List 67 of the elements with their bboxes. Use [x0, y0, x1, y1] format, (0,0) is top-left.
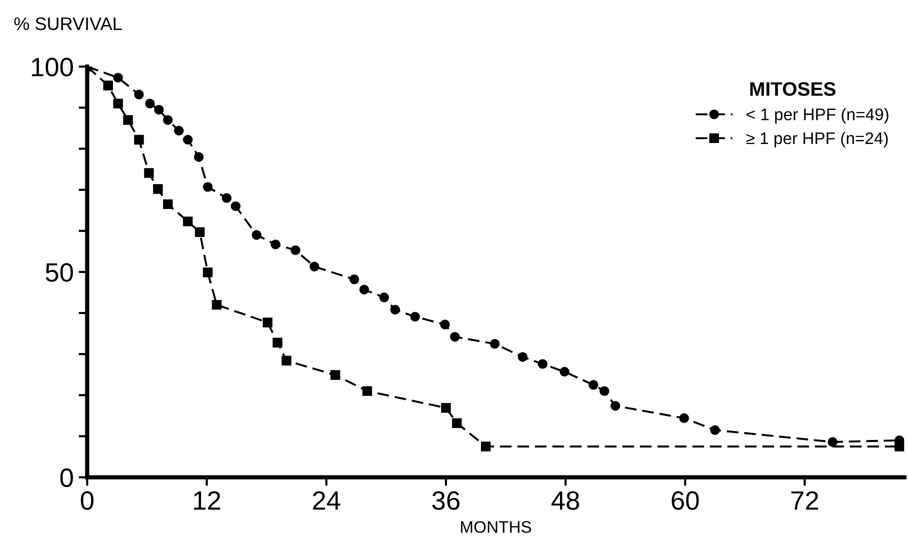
point: [828, 437, 838, 447]
y-tick-label: 50: [46, 263, 73, 282]
point: [163, 199, 173, 210]
point: [410, 312, 420, 322]
point: [362, 386, 372, 396]
point: [452, 418, 462, 428]
point: [270, 240, 280, 250]
x-tick-label: 0: [80, 491, 94, 510]
point: [182, 134, 193, 145]
point: [134, 134, 144, 145]
point: [163, 115, 173, 125]
y-axis-title: % SURVIVAL: [14, 17, 122, 30]
point: [134, 90, 144, 100]
x-tick-label: 36: [432, 491, 460, 510]
x-tick-label: 24: [313, 491, 340, 510]
y-tick-label: 0: [60, 468, 73, 488]
point: [710, 425, 720, 435]
point: [123, 115, 133, 125]
point: [441, 403, 451, 413]
point: [349, 274, 360, 284]
point: [113, 98, 123, 108]
point: [490, 338, 500, 349]
x-tick-label: 48: [551, 491, 580, 510]
point: [262, 318, 272, 328]
legend-label: ≥ 1 per HPF (n=24): [746, 132, 888, 148]
point: [174, 126, 184, 136]
point: [560, 366, 570, 377]
point: [610, 400, 620, 411]
point: [480, 442, 491, 452]
point: [182, 216, 193, 226]
point: [679, 413, 689, 424]
point: [600, 386, 610, 396]
point: [252, 230, 262, 240]
x-tick-label: 12: [194, 491, 220, 510]
x-axis-title: MONTHS: [461, 521, 532, 533]
point: [379, 292, 390, 302]
point: [113, 72, 123, 83]
point: [290, 245, 300, 256]
point: [194, 152, 204, 162]
point: [272, 338, 282, 348]
point: [390, 304, 400, 315]
point: [894, 442, 904, 452]
point: [359, 284, 370, 294]
point: [230, 201, 241, 212]
x-tick-label: 60: [672, 491, 699, 510]
y-tick-label: 100: [32, 58, 73, 76]
point: [145, 98, 155, 108]
legend-label: < 1 per HPF (n=49): [746, 108, 888, 124]
point: [222, 193, 232, 203]
point: [212, 300, 222, 310]
point: [194, 227, 205, 237]
point: [310, 262, 320, 272]
point: [538, 359, 548, 369]
point: [330, 370, 340, 380]
point: [282, 356, 292, 366]
point: [440, 320, 450, 330]
x-tick-label: 72: [791, 491, 818, 510]
point: [518, 352, 528, 362]
point: [202, 268, 213, 278]
point: [588, 380, 598, 390]
point: [103, 80, 113, 90]
point: [202, 182, 213, 192]
point: [144, 168, 154, 178]
point: [450, 332, 460, 342]
point: [153, 184, 163, 194]
point: [154, 104, 164, 115]
legend-title: MITOSES: [750, 82, 836, 96]
